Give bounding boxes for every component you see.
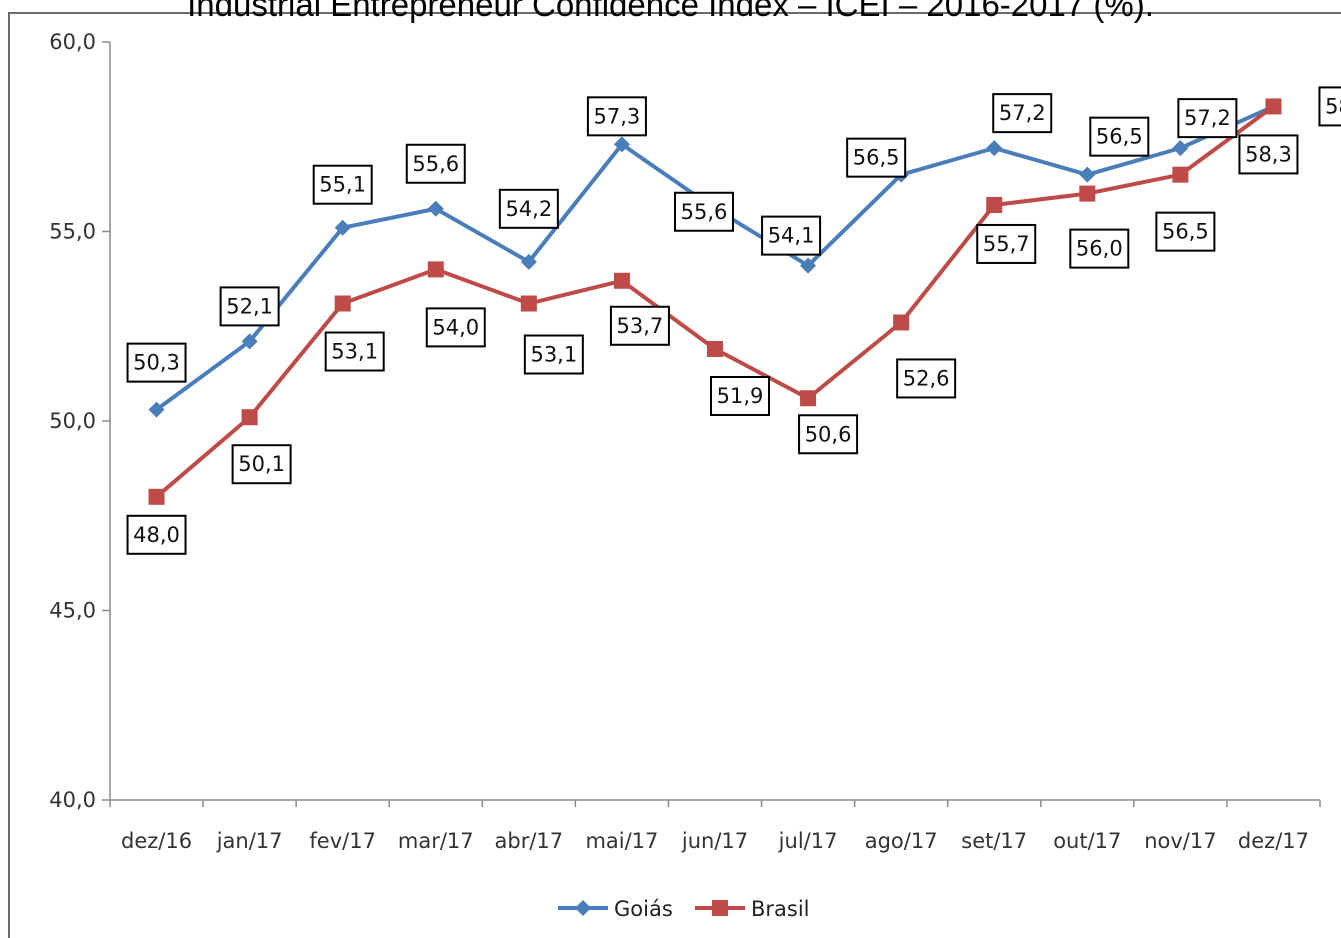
data-label-brasil: 52,6	[903, 366, 950, 390]
data-point-diamond	[613, 136, 630, 153]
x-tick-label: ago/17	[865, 829, 938, 853]
legend-marker-diamond	[575, 900, 591, 916]
data-label-goias: 50,3	[133, 351, 180, 375]
x-tick-label: out/17	[1053, 829, 1121, 853]
data-label-brasil-box	[126, 514, 187, 555]
data-label-goias-box	[126, 342, 187, 383]
x-tick-label: mai/17	[585, 829, 658, 853]
data-label-goias-box	[1089, 116, 1150, 157]
data-label-goias-box	[674, 191, 734, 232]
x-tick-label: jan/17	[216, 829, 283, 853]
data-label-goias-box	[846, 137, 907, 178]
data-point-square	[427, 261, 444, 278]
x-tick-label: dez/16	[121, 829, 192, 853]
data-label-goias: 56,5	[1096, 125, 1143, 149]
legend-label: Brasil	[751, 897, 810, 921]
y-tick-label: 55,0	[49, 220, 96, 244]
data-point-square	[1079, 185, 1096, 202]
data-point-square	[800, 390, 817, 407]
data-label-brasil: 51,9	[717, 384, 764, 408]
x-tick-label: jun/17	[681, 829, 748, 853]
data-label-brasil: 48,0	[133, 523, 180, 547]
data-label-brasil: 58,3	[1245, 142, 1292, 166]
data-label-brasil-box	[710, 375, 770, 416]
data-label-brasil: 55,7	[983, 232, 1030, 256]
data-label-goias-box	[1177, 98, 1238, 139]
data-point-diamond	[148, 401, 165, 418]
data-label-brasil-box	[896, 358, 957, 399]
data-label-goias-box	[312, 164, 373, 205]
data-point-square	[1172, 166, 1189, 183]
data-label-goias: 55,6	[412, 152, 459, 176]
x-tick-label: abr/17	[495, 829, 564, 853]
data-label-brasil-box	[231, 444, 292, 485]
data-label-goias: 57,2	[1184, 106, 1231, 130]
data-point-square	[1265, 98, 1282, 115]
data-label-goias-box	[761, 215, 822, 256]
data-label-goias: 57,3	[594, 104, 641, 128]
data-label-goias-box	[586, 96, 647, 137]
data-label-brasil-box	[324, 331, 385, 372]
chart-title: Industrial Entrepreneur Confidence Index…	[187, 0, 1154, 23]
data-point-square	[334, 295, 351, 312]
data-label-brasil-box	[1155, 211, 1216, 252]
data-label-brasil: 50,6	[805, 422, 852, 446]
data-label-goias: 58,3	[1325, 94, 1341, 118]
x-tick-label: set/17	[961, 829, 1027, 853]
data-point-square	[986, 196, 1003, 213]
data-point-square	[148, 488, 165, 505]
data-point-diamond	[334, 219, 351, 236]
x-tick-label: mar/17	[398, 829, 474, 853]
data-label-goias-box	[219, 286, 280, 327]
data-point-square	[520, 295, 537, 312]
x-tick-label: dez/17	[1238, 829, 1309, 853]
data-label-goias-box	[992, 93, 1053, 134]
data-label-goias: 57,2	[999, 101, 1046, 125]
legend-label: Goiás	[614, 897, 673, 921]
data-label-goias-box	[405, 143, 466, 184]
data-point-square	[241, 409, 258, 426]
data-label-brasil: 50,1	[238, 452, 285, 476]
y-tick-label: 45,0	[49, 599, 96, 623]
data-point-square	[893, 314, 910, 331]
data-label-brasil: 53,1	[530, 343, 577, 367]
data-label-brasil: 53,1	[331, 340, 378, 364]
data-label-goias: 54,2	[505, 197, 552, 221]
x-tick-label: jul/17	[778, 829, 838, 853]
data-label-brasil-box	[609, 305, 670, 346]
data-point-diamond	[1079, 166, 1096, 183]
data-point-diamond	[427, 200, 444, 217]
legend-marker-square	[712, 900, 728, 916]
data-label-brasil: 53,7	[617, 314, 664, 338]
data-label-brasil-box	[1069, 228, 1130, 269]
y-tick-label: 40,0	[49, 788, 96, 812]
y-tick-label: 50,0	[49, 409, 96, 433]
data-label-brasil-box	[523, 334, 584, 375]
data-label-goias: 55,6	[681, 200, 728, 224]
data-point-diamond	[1172, 140, 1189, 157]
data-point-diamond	[800, 257, 817, 274]
data-label-goias: 56,5	[853, 146, 900, 170]
data-label-brasil-box	[425, 307, 486, 348]
data-label-goias: 54,1	[768, 224, 815, 248]
x-tick-label: nov/17	[1144, 829, 1216, 853]
data-label-brasil: 56,5	[1162, 220, 1209, 244]
data-label-brasil-box	[798, 414, 859, 455]
data-point-square	[707, 340, 723, 357]
data-label-brasil: 54,0	[432, 315, 479, 339]
data-label-goias: 55,1	[319, 173, 366, 197]
data-label-goias-box	[498, 188, 559, 229]
data-point-square	[613, 272, 630, 289]
data-label-goias-box	[1318, 86, 1341, 127]
data-label-goias: 52,1	[226, 294, 273, 318]
data-point-diamond	[520, 253, 537, 270]
y-tick-label: 60,0	[49, 30, 96, 54]
data-label-brasil: 56,0	[1076, 237, 1123, 261]
data-label-brasil-box	[1238, 134, 1299, 175]
data-point-diamond	[241, 333, 258, 350]
x-tick-label: fev/17	[309, 829, 376, 853]
data-label-brasil-box	[976, 223, 1037, 264]
data-point-diamond	[986, 140, 1003, 157]
